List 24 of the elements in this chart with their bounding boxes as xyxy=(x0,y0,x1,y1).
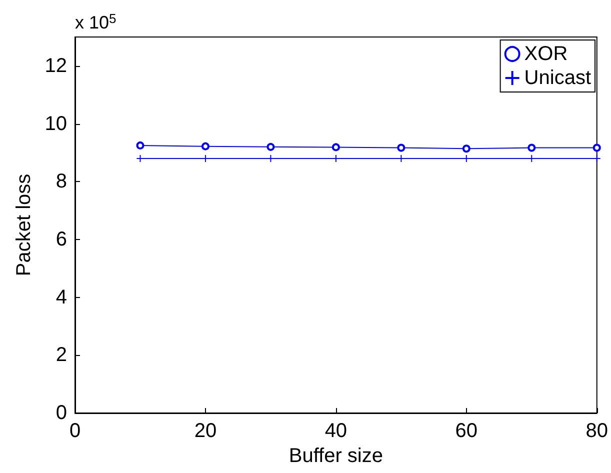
point xyxy=(528,144,536,152)
legend-label: Unicast xyxy=(524,67,592,89)
y-tick-label: 2 xyxy=(56,344,67,366)
y-tick-label: 10 xyxy=(44,112,67,135)
x-tick-label: 60 xyxy=(455,420,478,442)
point xyxy=(397,144,406,152)
x-axis-title: Buffer size xyxy=(288,444,383,467)
y-tick-label: 8 xyxy=(56,170,67,193)
y-axis-title: Packet loss xyxy=(12,174,35,276)
y-tick-label: 6 xyxy=(56,228,67,250)
y-tick-label: 0 xyxy=(56,402,67,424)
point xyxy=(332,143,340,152)
point xyxy=(462,144,470,153)
point xyxy=(592,144,601,152)
point xyxy=(201,142,210,150)
x-tick-label: 0 xyxy=(69,420,81,442)
x-tick-label: 40 xyxy=(324,420,348,442)
x-tick-label: 20 xyxy=(194,420,217,442)
point xyxy=(136,141,144,150)
y-tick-label: 12 xyxy=(44,54,67,77)
legend-label: XOR xyxy=(524,43,568,65)
x-tick-label: 80 xyxy=(586,420,608,442)
point xyxy=(266,142,275,151)
y-tick-label: 4 xyxy=(56,286,67,308)
